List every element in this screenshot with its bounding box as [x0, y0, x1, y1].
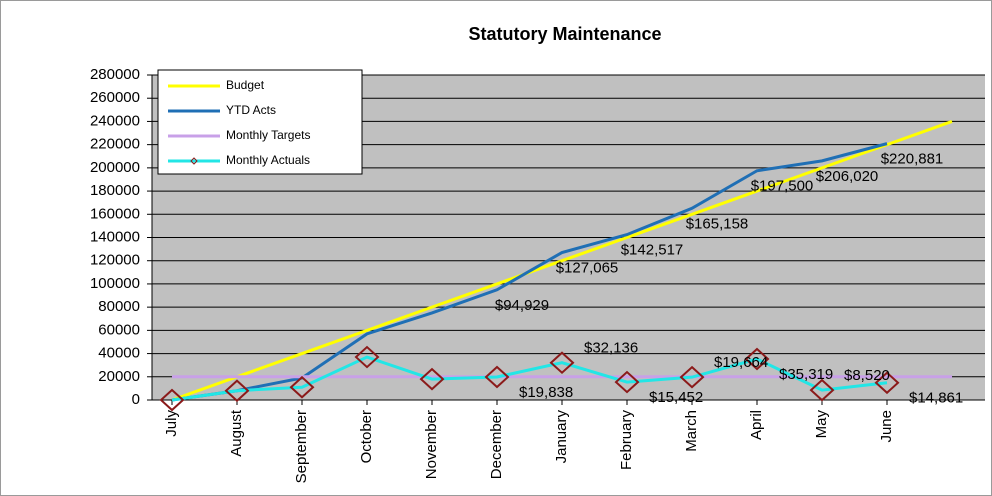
legend-label: Monthly Targets — [226, 128, 311, 142]
y-tick-label: 160000 — [90, 205, 140, 222]
data-label: $197,500 — [751, 178, 814, 195]
marker — [874, 371, 900, 395]
marker — [159, 388, 185, 412]
chart-title: Statutory Maintenance — [468, 24, 661, 44]
y-tick-label: 240000 — [90, 112, 140, 129]
legend: Budget YTD Acts Monthly Targets Monthly Act… — [157, 69, 363, 175]
series-line — [171, 142, 888, 402]
x-tick-label: January — [553, 410, 570, 464]
x-tick-label: November — [423, 410, 440, 479]
marker — [484, 365, 510, 389]
y-tick-label: 180000 — [90, 182, 140, 199]
data-label: $206,020 — [816, 168, 879, 185]
y-tick-label: 120000 — [90, 252, 140, 269]
marker — [744, 347, 770, 371]
y-tick-label: 20000 — [98, 368, 140, 385]
marker — [289, 375, 315, 399]
y-tick-label: 220000 — [90, 136, 140, 153]
data-label: $32,136 — [584, 340, 638, 357]
legend-label: YTD Acts — [226, 103, 276, 117]
data-label: $142,517 — [621, 242, 684, 259]
legend-label: Monthly Actuals — [226, 153, 310, 167]
data-label: $14,861 — [909, 390, 963, 407]
data-label: $220,881 — [881, 151, 944, 168]
data-label: $165,158 — [686, 215, 749, 232]
data-label: $127,065 — [556, 259, 619, 276]
x-tick-label: May — [813, 410, 830, 439]
marker — [809, 378, 835, 402]
y-tick-label: 200000 — [90, 159, 140, 176]
legend-label: Budget — [226, 78, 265, 92]
marker — [549, 351, 575, 375]
y-tick-label: 60000 — [98, 321, 140, 338]
data-label: $19,838 — [519, 384, 573, 401]
series-line — [171, 120, 953, 402]
marker — [224, 379, 250, 403]
y-tick-label: 40000 — [98, 345, 140, 362]
data-label: $35,319 — [779, 366, 833, 383]
y-tick-label: 140000 — [90, 228, 140, 245]
x-tick-label: June — [878, 410, 895, 443]
y-tick-label: 0 — [132, 391, 140, 408]
y-tick-label: 100000 — [90, 275, 140, 292]
marker — [354, 345, 380, 369]
x-tick-label: February — [618, 410, 635, 471]
x-tick-label: December — [488, 410, 505, 479]
x-tick-label: March — [683, 410, 700, 452]
data-label: $8,520 — [844, 367, 890, 384]
x-tick-label: April — [748, 410, 765, 440]
legend-marker — [190, 157, 198, 165]
y-tick-label: 80000 — [98, 298, 140, 315]
marker — [614, 370, 640, 394]
data-label: $19,664 — [714, 354, 768, 371]
x-tick-label: August — [228, 409, 245, 457]
marker — [679, 365, 705, 389]
x-tick-label: September — [293, 410, 310, 483]
y-tick-label: 280000 — [90, 66, 140, 83]
data-label: $94,929 — [495, 297, 549, 314]
y-tick-label: 260000 — [90, 89, 140, 106]
marker — [419, 367, 445, 391]
data-label: $15,452 — [649, 389, 703, 406]
x-tick-label: July — [163, 410, 180, 437]
x-tick-label: October — [358, 410, 375, 463]
